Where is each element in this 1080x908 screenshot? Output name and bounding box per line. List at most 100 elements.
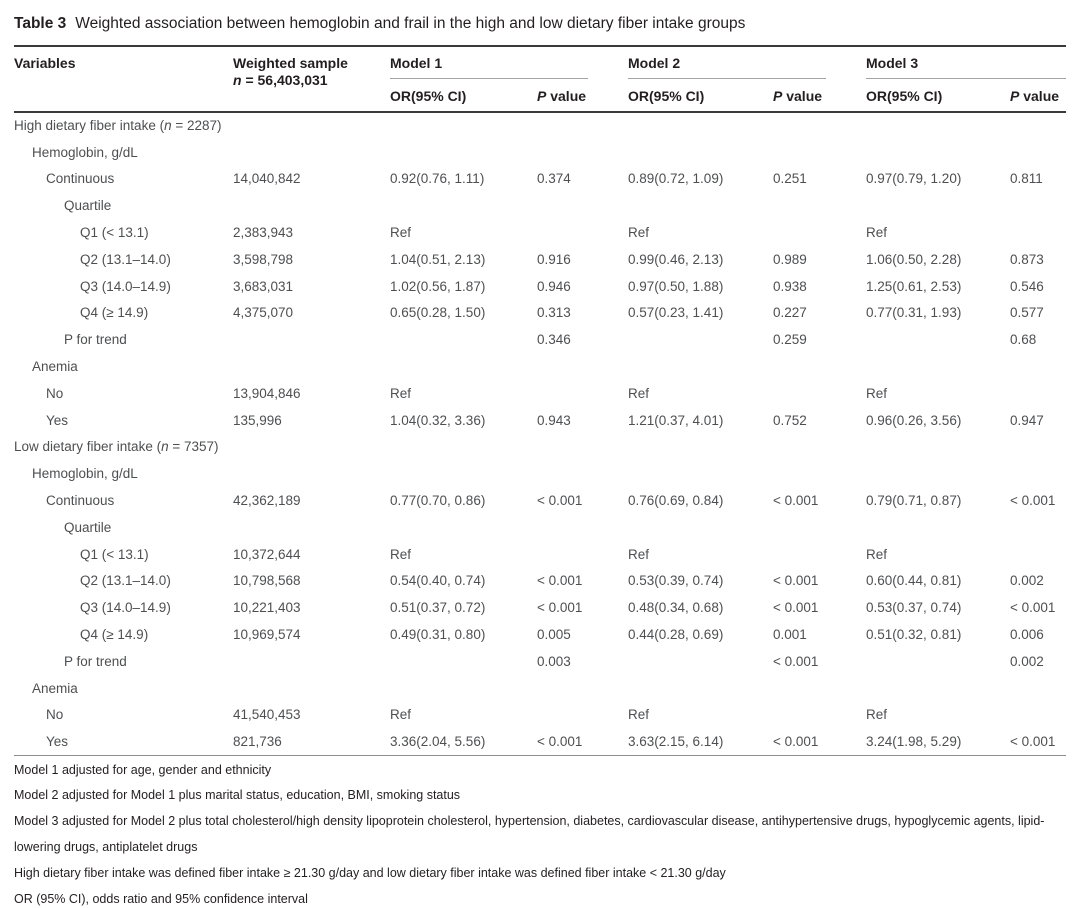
cell-weighted-sample: 10,372,644 [233, 546, 301, 562]
cell-model1-p [537, 541, 628, 568]
cell-model1-or: Ref [390, 385, 412, 401]
cell-model2-or: Ref [628, 546, 650, 562]
cell-model2-p [773, 139, 866, 166]
cell-model3-p: 0.811 [1010, 171, 1043, 187]
cell-model1-or [390, 675, 537, 702]
row-label: Q1 (< 13.1) [80, 546, 149, 562]
table-row: Q1 (< 13.1) 10,372,644 Ref Ref Ref [14, 541, 1066, 568]
cell-model1-p [537, 460, 628, 487]
cell-model2-or: 1.21(0.37, 4.01) [628, 412, 724, 428]
cell-model2-p [773, 675, 866, 702]
cell-model3-or: 0.60(0.44, 0.81) [866, 573, 962, 589]
table-row: P for trend 0.346 0.259 0.68 [14, 326, 1066, 353]
cell-model2-or [628, 192, 773, 219]
cell-model2-or: Ref [628, 225, 650, 241]
row-label: No [46, 707, 64, 723]
cell-model2-p [773, 192, 866, 219]
cell-weighted-sample: 10,969,574 [233, 627, 301, 643]
table-row: Continuous 14,040,842 0.92(0.76, 1.11) 0.37… [14, 166, 1066, 193]
cell-model1-or: 3.36(2.04, 5.56) [390, 728, 537, 756]
cell-model2-p: < 0.001 [773, 600, 819, 616]
cell-model1-or [390, 514, 537, 541]
cell-model1-p: < 0.001 [537, 728, 628, 756]
table-row: Continuous 42,362,189 0.77(0.70, 0.86) < 0.… [14, 487, 1066, 514]
cell-model3-p [1010, 192, 1066, 219]
footnote-line: Model 2 adjusted for Model 1 plus marita… [14, 788, 461, 803]
row-label: Hemoglobin, g/dL [32, 144, 138, 160]
cell-weighted-sample: 10,798,568 [233, 573, 301, 589]
table-row: Q4 (≥ 14.9) 10,969,574 0.49(0.31, 0.80) 0.0… [14, 621, 1066, 648]
cell-model2-or: 3.63(2.15, 6.14) [628, 728, 773, 756]
cell-model2-p: < 0.001 [773, 653, 819, 669]
cell-model1-p [537, 434, 628, 461]
cell-model3-or [866, 648, 1010, 675]
cell-model2-p: < 0.001 [773, 728, 866, 756]
cell-weighted-sample: 135,996 [233, 412, 282, 428]
cell-model2-or [628, 434, 773, 461]
cell-model1-p [537, 380, 628, 407]
cell-model1-or: 0.51(0.37, 0.72) [390, 600, 486, 616]
cell-model1-or [390, 192, 537, 219]
cell-model1-or [390, 353, 537, 380]
col-header-model3: Model 3 [866, 46, 1066, 79]
cell-model1-p [537, 675, 628, 702]
model3-underline [866, 78, 1066, 79]
col-header-model1: Model 1 [390, 46, 628, 79]
table-row: Q3 (14.0–14.9) 10,221,403 0.51(0.37, 0.72)… [14, 594, 1066, 621]
cell-weighted-sample: 13,904,846 [233, 385, 301, 401]
cell-model1-or [390, 139, 537, 166]
table-body: High dietary fiber intake (n = 2287) Hemo… [14, 112, 1066, 756]
col-header-or-model3: OR(95% CI) [866, 79, 1010, 113]
cell-model2-or [628, 648, 773, 675]
table-row: Q2 (13.1–14.0) 3,598,798 1.04(0.51, 2.13) 0… [14, 246, 1066, 273]
table-row: Q2 (13.1–14.0) 10,798,568 0.54(0.40, 0.74)… [14, 568, 1066, 595]
cell-model3-or: Ref [866, 546, 888, 562]
cell-model1-p [537, 192, 628, 219]
cell-model2-or: 0.57(0.23, 1.41) [628, 305, 724, 321]
cell-model1-or [390, 648, 537, 675]
cell-model1-p: 0.346 [537, 332, 571, 348]
cell-model2-or: 0.99(0.46, 2.13) [628, 251, 724, 267]
cell-model3-or: 1.06(0.50, 2.28) [866, 251, 962, 267]
table-row: Hemoglobin, g/dL [14, 139, 1066, 166]
cell-model1-p [537, 219, 628, 246]
model1-underline [390, 78, 588, 79]
col-header-p-model3: P value [1010, 79, 1066, 113]
cell-model2-or: 0.89(0.72, 1.09) [628, 171, 724, 187]
cell-model1-or [390, 460, 537, 487]
col-header-p-model1: P value [537, 79, 628, 113]
cell-model1-p [537, 514, 628, 541]
cell-model3-p [1010, 380, 1066, 407]
cell-model2-or: Ref [628, 707, 650, 723]
cell-model3-p: 0.002 [1010, 573, 1044, 589]
cell-weighted-sample: 14,040,842 [233, 171, 301, 187]
cell-model2-p [773, 460, 866, 487]
cell-model3-p: < 0.001 [1010, 600, 1056, 616]
cell-model1-p [537, 702, 628, 729]
cell-model3-p: 0.002 [1010, 653, 1044, 669]
cell-model2-p: 0.001 [773, 627, 807, 643]
table-row: P for trend 0.003 < 0.001 0.002 [14, 648, 1066, 675]
cell-model2-p [773, 434, 866, 461]
cell-model3-or [866, 326, 1010, 353]
cell-model2-or [628, 353, 773, 380]
cell-model1-p: 0.946 [537, 278, 571, 294]
row-label: Quartile [64, 519, 112, 535]
cell-model1-or [390, 112, 537, 139]
weighted-sample-label: Weighted sample [233, 55, 348, 71]
cell-model3-or: 0.97(0.79, 1.20) [866, 171, 962, 187]
cell-weighted-sample: 42,362,189 [233, 493, 301, 509]
cell-model2-p [773, 112, 866, 139]
cell-model3-p [1010, 112, 1066, 139]
cell-model1-p: < 0.001 [537, 600, 583, 616]
table-title: Table 3 Weighted association between hemo… [14, 14, 1066, 34]
table-row: Quartile [14, 192, 1066, 219]
cell-model3-or: Ref [866, 385, 888, 401]
row-label: Yes [14, 728, 233, 756]
cell-model3-or: Ref [866, 225, 888, 241]
cell-model2-or [628, 460, 773, 487]
table-row: No 41,540,453 Ref Ref Ref [14, 702, 1066, 729]
table-row: Q1 (< 13.1) 2,383,943 Ref Ref Ref [14, 219, 1066, 246]
cell-model3-or: 0.53(0.37, 0.74) [866, 600, 962, 616]
